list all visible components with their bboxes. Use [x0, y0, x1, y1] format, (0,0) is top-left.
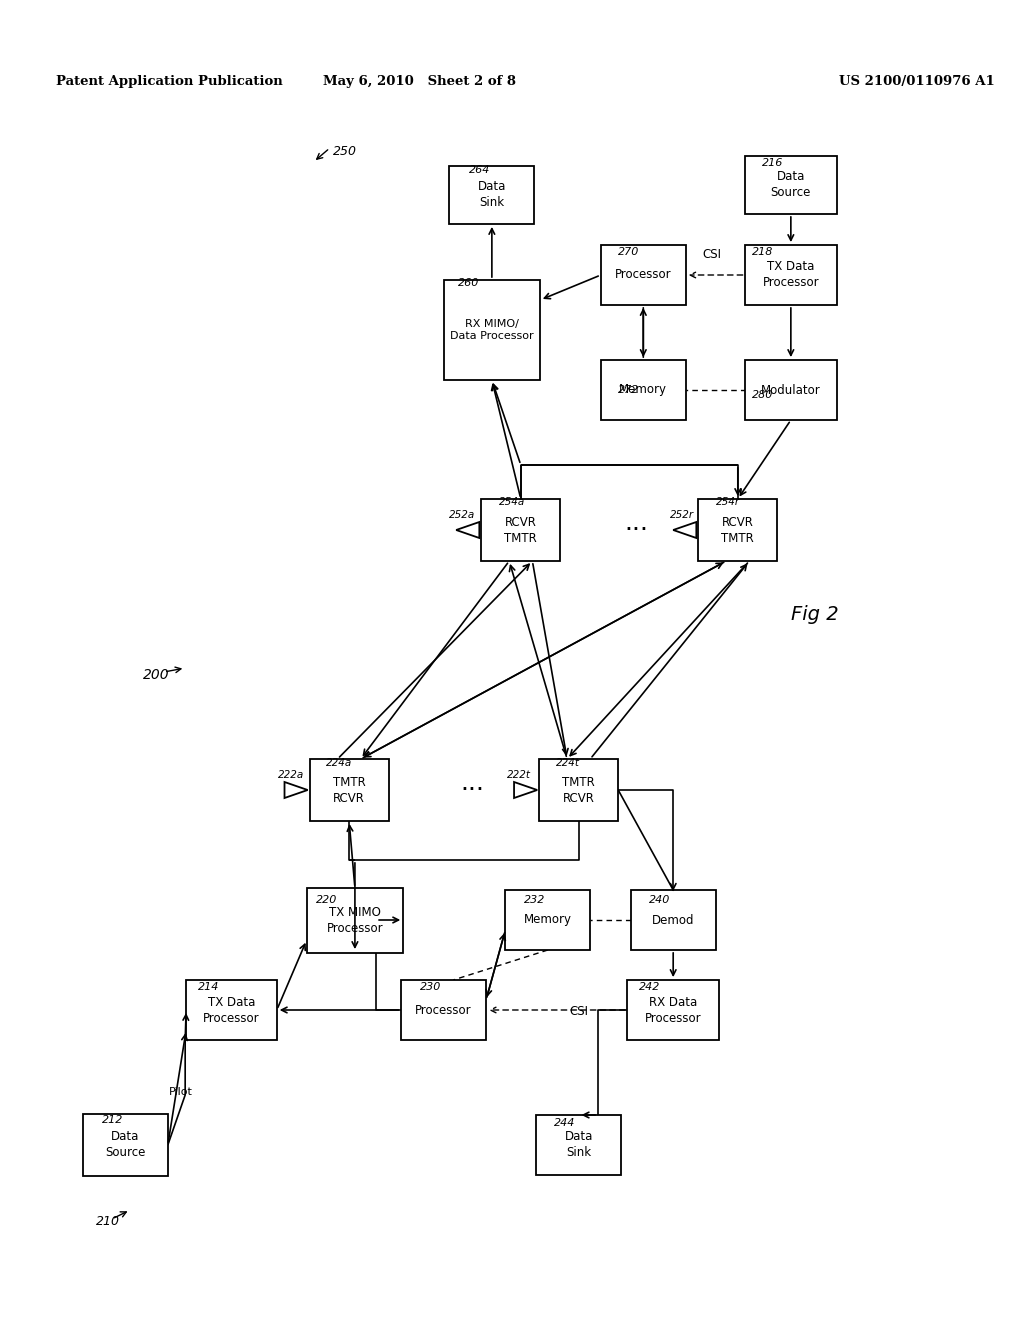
Text: 222t: 222t: [507, 770, 531, 780]
Text: 260: 260: [458, 279, 479, 288]
FancyBboxPatch shape: [698, 499, 777, 561]
Text: ···: ···: [461, 777, 484, 803]
Text: CSI: CSI: [702, 248, 721, 261]
Text: Processor: Processor: [416, 1003, 472, 1016]
FancyBboxPatch shape: [601, 360, 686, 420]
FancyBboxPatch shape: [307, 887, 403, 953]
Text: 240: 240: [649, 895, 671, 906]
Text: 264: 264: [469, 165, 490, 176]
Text: 230: 230: [420, 982, 441, 993]
Text: US 2100/0110976 A1: US 2100/0110976 A1: [839, 75, 995, 88]
Text: 220: 220: [316, 895, 338, 906]
Text: 214: 214: [198, 982, 219, 993]
Text: 200: 200: [142, 668, 169, 682]
Text: Fig 2: Fig 2: [791, 605, 839, 624]
FancyBboxPatch shape: [537, 1115, 622, 1175]
FancyBboxPatch shape: [631, 890, 716, 950]
FancyBboxPatch shape: [539, 759, 618, 821]
Text: RX Data
Processor: RX Data Processor: [645, 995, 701, 1024]
Text: ···: ···: [625, 517, 648, 543]
FancyBboxPatch shape: [450, 166, 535, 224]
Text: TX MIMO
Processor: TX MIMO Processor: [327, 906, 383, 935]
Text: TMTR
RCVR: TMTR RCVR: [333, 776, 366, 804]
Text: CSI: CSI: [569, 1005, 588, 1018]
Text: 244: 244: [554, 1118, 574, 1129]
Text: Patent Application Publication: Patent Application Publication: [56, 75, 283, 88]
Text: Processor: Processor: [615, 268, 672, 281]
Text: 272: 272: [618, 385, 640, 395]
FancyBboxPatch shape: [745, 156, 837, 214]
Text: 232: 232: [523, 895, 545, 906]
Text: Data
Sink: Data Sink: [564, 1130, 593, 1159]
Text: Data
Source: Data Source: [771, 170, 811, 199]
Text: 224a: 224a: [326, 758, 352, 768]
Text: 280: 280: [753, 389, 774, 400]
FancyBboxPatch shape: [185, 979, 278, 1040]
Text: 242: 242: [639, 982, 659, 993]
FancyBboxPatch shape: [745, 246, 837, 305]
Text: 254a: 254a: [499, 498, 525, 507]
Text: RCVR
TMTR: RCVR TMTR: [722, 516, 755, 544]
Text: 252r: 252r: [671, 510, 694, 520]
Text: 222a: 222a: [278, 770, 304, 780]
FancyBboxPatch shape: [601, 246, 686, 305]
Text: 224t: 224t: [556, 758, 580, 768]
FancyBboxPatch shape: [443, 280, 540, 380]
Text: 212: 212: [102, 1115, 124, 1125]
Text: May 6, 2010   Sheet 2 of 8: May 6, 2010 Sheet 2 of 8: [323, 75, 516, 88]
Text: 250: 250: [333, 145, 356, 158]
Text: 216: 216: [762, 158, 783, 168]
Text: 252a: 252a: [450, 510, 476, 520]
FancyBboxPatch shape: [401, 979, 486, 1040]
Text: RCVR
TMTR: RCVR TMTR: [505, 516, 538, 544]
Text: Demod: Demod: [652, 913, 694, 927]
FancyBboxPatch shape: [628, 979, 719, 1040]
FancyBboxPatch shape: [481, 499, 560, 561]
Text: Memory: Memory: [524, 913, 571, 927]
Text: Memory: Memory: [620, 384, 668, 396]
Text: Data
Sink: Data Sink: [477, 181, 506, 210]
Text: 254r: 254r: [716, 498, 739, 507]
Text: 210: 210: [96, 1214, 121, 1228]
FancyBboxPatch shape: [83, 1114, 168, 1176]
Text: RX MIMO/
Data Processor: RX MIMO/ Data Processor: [451, 319, 534, 341]
Text: Pilot: Pilot: [169, 1086, 193, 1097]
Text: 218: 218: [753, 247, 774, 257]
Text: TMTR
RCVR: TMTR RCVR: [562, 776, 595, 804]
FancyBboxPatch shape: [745, 360, 837, 420]
FancyBboxPatch shape: [309, 759, 389, 821]
FancyBboxPatch shape: [506, 890, 590, 950]
Text: Modulator: Modulator: [761, 384, 820, 396]
Text: Data
Source: Data Source: [105, 1130, 145, 1159]
Text: 270: 270: [618, 247, 640, 257]
Text: TX Data
Processor: TX Data Processor: [203, 995, 260, 1024]
Text: TX Data
Processor: TX Data Processor: [763, 260, 819, 289]
